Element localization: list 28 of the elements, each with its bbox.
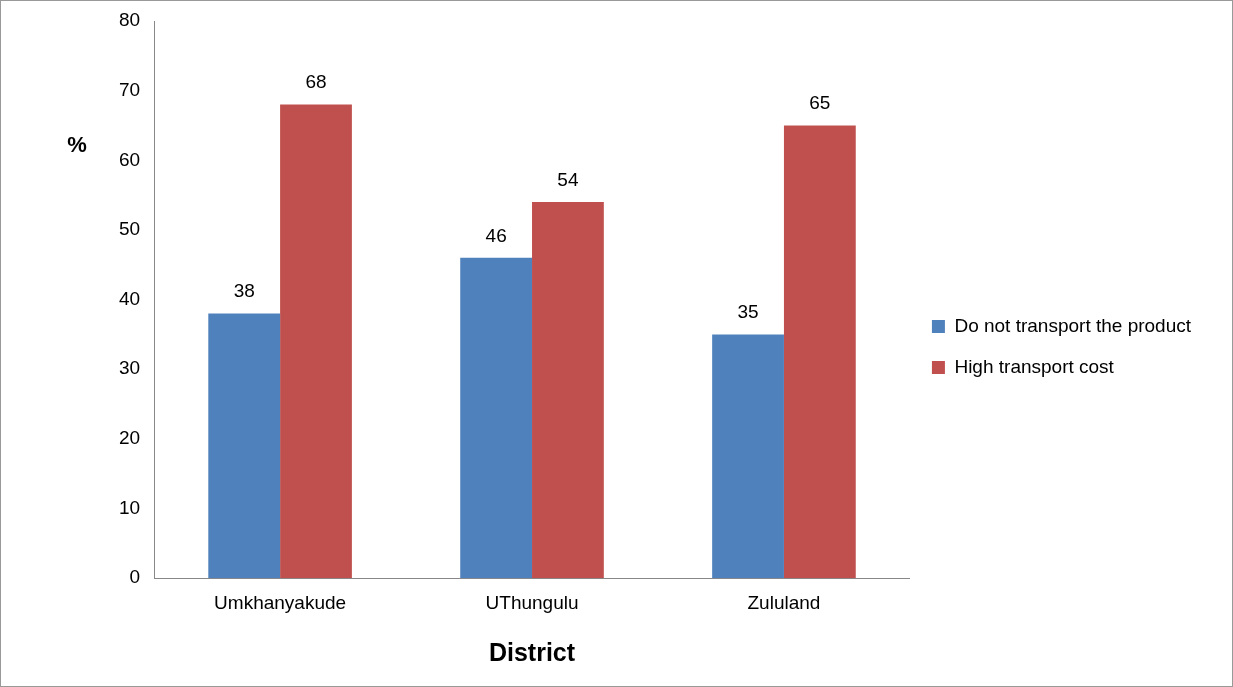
- legend-label: High transport cost: [954, 355, 1115, 377]
- x-axis-title: District: [488, 637, 576, 666]
- y-tick-label: 10: [118, 496, 141, 518]
- bar: [532, 202, 604, 579]
- data-label: 46: [485, 224, 507, 246]
- bar: [460, 257, 533, 579]
- bar: [712, 334, 784, 579]
- data-label: 68: [305, 71, 327, 93]
- y-tick-label: 0: [129, 566, 141, 588]
- y-tick-label: 30: [118, 357, 141, 379]
- data-label: 54: [557, 168, 579, 190]
- y-tick-label: 40: [118, 287, 141, 309]
- bar: [280, 104, 352, 579]
- y-tick-label: 60: [118, 148, 141, 170]
- y-tick-label: 70: [118, 78, 141, 100]
- bar: [783, 125, 856, 579]
- y-tick-label: 80: [118, 9, 141, 31]
- x-tick-label: Zululand: [747, 591, 821, 613]
- y-axis-title: %: [67, 131, 87, 157]
- bar: [208, 313, 281, 579]
- y-tick-label: 50: [118, 218, 141, 240]
- data-label: 65: [809, 92, 831, 114]
- data-label: 35: [737, 301, 759, 323]
- legend-label: Do not transport the product: [954, 314, 1192, 336]
- x-tick-label: UThungulu: [485, 591, 579, 613]
- data-label: 38: [233, 280, 255, 302]
- x-tick-label: Umkhanyakude: [214, 591, 347, 613]
- y-tick-label: 20: [118, 427, 141, 449]
